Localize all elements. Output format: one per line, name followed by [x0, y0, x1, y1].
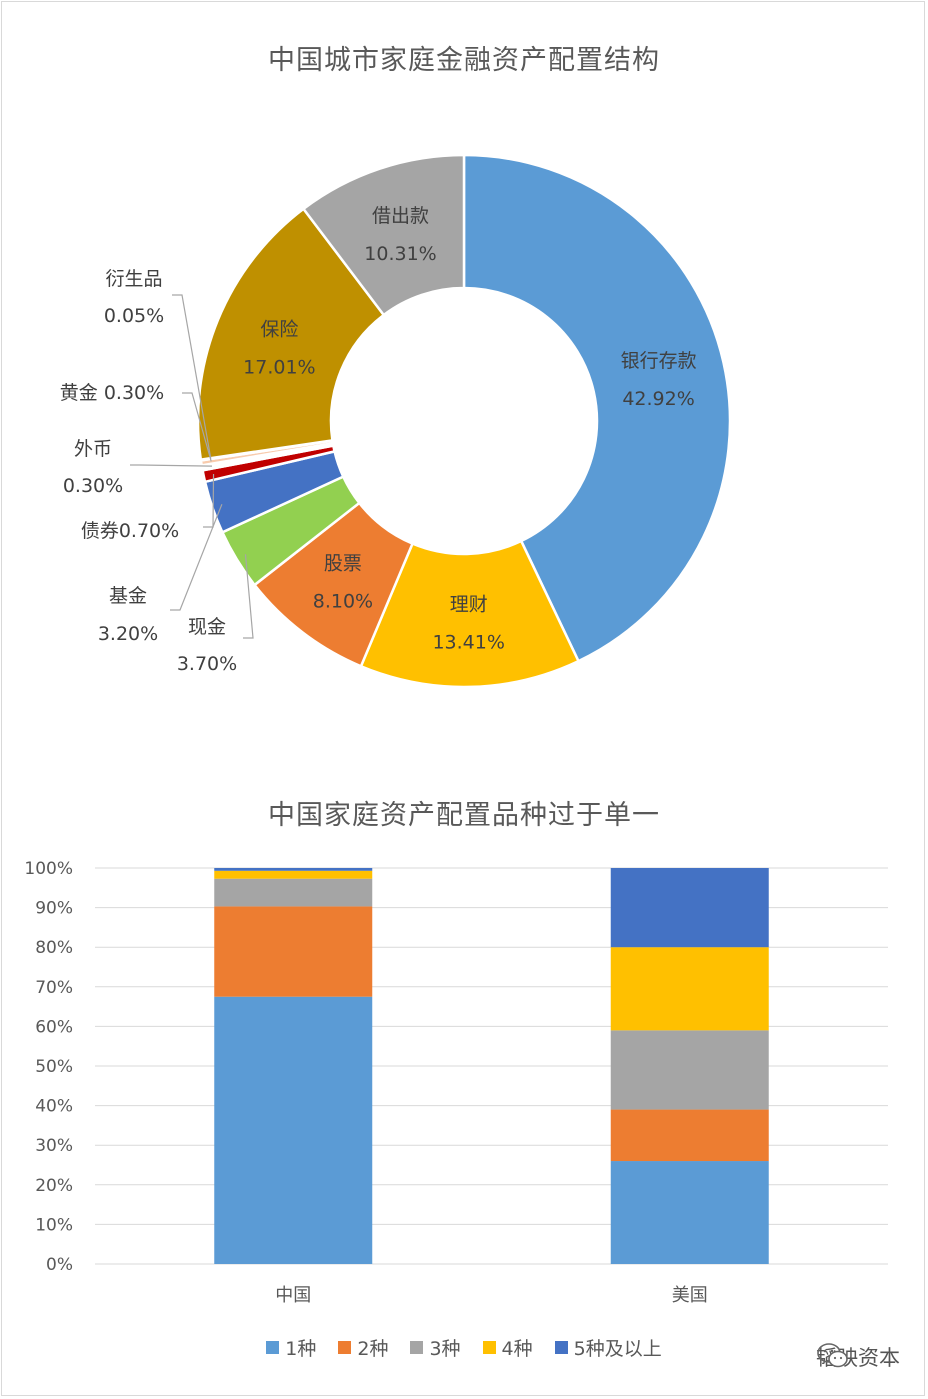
bar-chart-title: 中国家庭资产配置品种过于单一 [268, 800, 660, 831]
bar-segment [610, 868, 769, 948]
y-tick-label: 60% [35, 1017, 73, 1037]
bar-segment [214, 868, 373, 871]
wechat-icon [817, 1343, 848, 1368]
bar-segment [214, 878, 373, 907]
leader-line-6 [130, 464, 213, 467]
donut-label-value-1: 13.41% [432, 631, 504, 653]
donut-ext-label-value-8: 0.05% [104, 305, 164, 327]
donut-label-value-2: 8.10% [313, 591, 373, 613]
donut-chart: 银行存款 42.92% 理财 13.41% 股票 8.10% 现金 3.70% 基金 3.20% 债… [60, 153, 732, 689]
bar-segment [610, 947, 769, 1031]
donut-ext-label-7: 黄金 0.30% [60, 382, 164, 404]
legend-item: 5种及以上 [554, 1334, 662, 1361]
legend-swatch [482, 1341, 496, 1354]
donut-ext-label-5: 债券0.70% [81, 520, 179, 542]
y-tick-label: 40% [35, 1097, 73, 1117]
donut-slice-10 [301, 153, 466, 317]
y-tick-label: 10% [35, 1215, 73, 1235]
leader-line-7 [182, 392, 212, 462]
bar-segment [214, 870, 373, 879]
donut-ext-label-name-3: 现金 [188, 616, 226, 638]
legend-item: 2种 [338, 1334, 388, 1361]
y-tick-label: 70% [35, 978, 73, 998]
donut-chart-title: 中国城市家庭金融资产配置结构 [268, 45, 660, 76]
donut-label-name-1: 理财 [450, 593, 488, 615]
x-category-label: 中国 [275, 1285, 311, 1306]
legend-item: 1种 [266, 1334, 316, 1361]
donut-label-name-0: 银行存款 [621, 350, 697, 372]
donut-label-value-10: 10.31% [364, 243, 436, 265]
donut-ext-label-name-4: 基金 [109, 585, 147, 607]
y-tick-label: 0% [46, 1255, 73, 1275]
bar-segment [610, 1030, 769, 1110]
watermark: 韬映资本 [816, 1342, 900, 1372]
donut-label-value-9: 17.01% [243, 356, 315, 378]
legend-label: 2种 [357, 1338, 389, 1360]
donut-slice-9 [196, 207, 386, 462]
leader-line-5 [203, 474, 215, 528]
leader-line-4 [170, 504, 223, 611]
legend-swatch [266, 1341, 280, 1354]
legend-label: 4种 [501, 1338, 533, 1360]
legend-item: 3种 [410, 1334, 461, 1361]
donut-label-name-2: 股票 [324, 553, 362, 575]
legend-label: 3种 [429, 1338, 461, 1360]
legend-swatch [410, 1341, 424, 1354]
y-tick-label: 30% [35, 1136, 73, 1156]
bar-chart-legend: 1种 2种 3种 4种 5种及以上 [0, 1334, 928, 1361]
leader-line-3 [243, 554, 254, 639]
leader-line-8 [172, 294, 212, 459]
legend-label: 5种及以上 [573, 1338, 662, 1360]
donut-label-value-0: 42.92% [622, 388, 694, 410]
legend-item: 4种 [482, 1334, 533, 1361]
donut-ext-label-value-4: 3.20% [98, 623, 158, 645]
donut-ext-label-name-6: 外币 [74, 438, 112, 460]
y-tick-label: 20% [35, 1176, 73, 1196]
legend-swatch [338, 1341, 352, 1354]
donut-slice-0 [462, 153, 732, 663]
donut-ext-label-value-3: 3.70% [177, 653, 237, 675]
donut-slice-1 [359, 539, 581, 689]
donut-ext-label-value-6: 0.30% [63, 475, 123, 497]
donut-label-name-9: 保险 [260, 318, 298, 340]
y-tick-label: 50% [35, 1057, 73, 1077]
donut-ext-label-name-8: 衍生品 [105, 268, 162, 290]
y-tick-label: 90% [35, 899, 73, 919]
bar-segment [214, 906, 373, 997]
legend-label: 1种 [285, 1338, 317, 1360]
stacked-bar-chart: 0% 10% 20% 30% 40% 50% 60% 70% 80% 90% 100% 中国 美国 [24, 859, 888, 1306]
y-tick-label: 80% [35, 938, 73, 958]
bar-segment [610, 1161, 769, 1264]
y-tick-label: 100% [24, 859, 73, 879]
legend-swatch [554, 1341, 568, 1354]
donut-label-name-10: 借出款 [372, 205, 429, 227]
x-category-label: 美国 [672, 1285, 708, 1306]
bar-segment [610, 1109, 769, 1162]
bar-segment [214, 996, 373, 1264]
